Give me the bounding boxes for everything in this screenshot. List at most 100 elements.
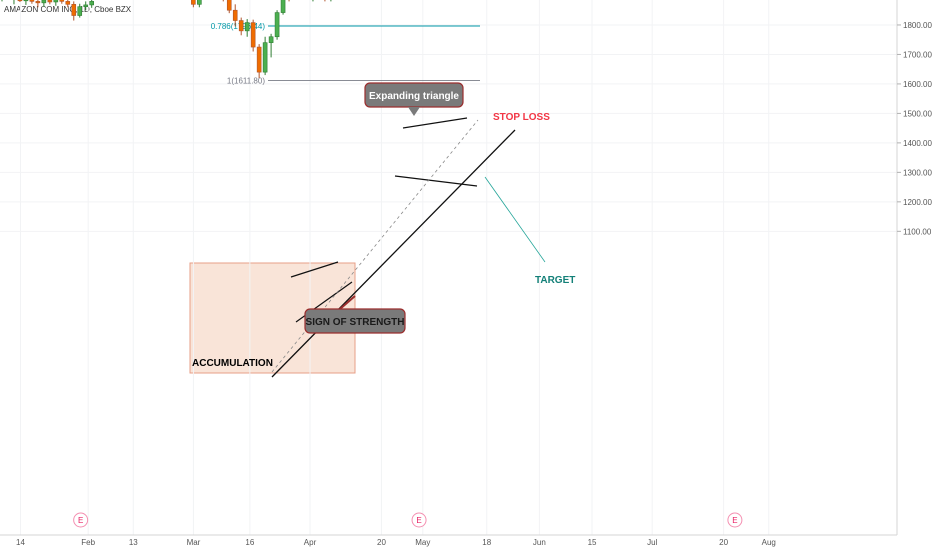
candle-body <box>244 22 250 32</box>
candles <box>1 0 332 79</box>
stop-loss-label: STOP LOSS <box>493 112 550 123</box>
candle <box>23 0 29 5</box>
candle-body <box>59 0 65 2</box>
candle <box>222 0 224 2</box>
target-projection-line <box>484 176 546 263</box>
candle <box>77 3 83 18</box>
candle-body <box>53 0 59 3</box>
time-axis[interactable]: 14 Feb 13 Mar 16 Apr 20 May 18 Jun 15 Jul 20 Aug <box>16 538 776 547</box>
candle-body <box>197 0 202 5</box>
candle-body <box>77 6 83 16</box>
candle-body <box>41 0 47 4</box>
y-tick-label: 1200.00 <box>903 198 932 207</box>
candle <box>324 0 326 2</box>
candle <box>47 0 53 5</box>
candle <box>35 0 41 8</box>
y-tick-label: 1600.00 <box>903 80 932 89</box>
expanding-triangle-label: Expanding triangle <box>369 91 459 102</box>
triangle-top-line <box>402 117 468 129</box>
candle-body <box>274 12 280 38</box>
x-tick-label: Jul <box>647 538 657 547</box>
candle-body <box>65 1 71 5</box>
candle-body <box>226 0 232 11</box>
candle <box>59 0 65 4</box>
y-tick-label: 1100.00 <box>903 227 932 236</box>
y-tick-label: 1700.00 <box>903 50 932 59</box>
candle-body <box>262 42 268 73</box>
earnings-marker-label: E <box>416 516 421 525</box>
sign-of-strength-pointer <box>339 295 356 310</box>
x-tick-label: Feb <box>81 538 95 547</box>
x-tick-label: Mar <box>187 538 201 547</box>
candle <box>274 10 280 40</box>
candle-body <box>23 0 29 2</box>
candle-body <box>280 0 286 13</box>
candle-body <box>89 1 94 6</box>
fib-level-label: 0.786(1796.44) <box>211 22 266 31</box>
candle <box>1 0 3 2</box>
candle-body <box>83 4 89 7</box>
earnings-marker <box>73 512 89 528</box>
x-tick-label: 13 <box>129 538 138 547</box>
candle-body <box>191 0 196 5</box>
candle <box>238 17 244 36</box>
earnings-marker-label: E <box>78 516 83 525</box>
candle-body <box>256 46 262 73</box>
x-tick-label: 20 <box>377 538 386 547</box>
candle <box>312 0 314 2</box>
sign-of-strength-label: SIGN OF STRENGTH <box>306 317 405 328</box>
price-axis[interactable]: 1100.00 1200.00 1300.00 1400.00 1500.00 1600.… <box>897 0 932 236</box>
candle <box>41 0 47 7</box>
candle <box>13 0 15 5</box>
candle-body <box>268 36 274 43</box>
candle-body <box>71 4 77 16</box>
sos-channel-top <box>290 261 339 278</box>
candle <box>244 19 250 37</box>
expanding-triangle-pointer <box>408 107 420 116</box>
annotations: Expanding triangle SIGN OF STRENGTH ACCU… <box>192 82 575 369</box>
x-tick-label: 16 <box>245 538 254 547</box>
candle <box>83 1 89 11</box>
candle-body <box>35 1 41 4</box>
sign-of-strength-callout <box>304 308 406 334</box>
candle-body <box>238 20 244 32</box>
y-tick-label: 1500.00 <box>903 109 932 118</box>
earnings-marker-label: E <box>732 516 737 525</box>
earnings-marker <box>727 512 743 528</box>
y-tick-label: 1400.00 <box>903 139 932 148</box>
candle <box>17 0 23 2</box>
x-tick-label: Apr <box>304 538 317 547</box>
accumulation-label: ACCUMULATION <box>192 358 273 369</box>
chart-title: AMAZON COM INC, 1D, Cboe BZX <box>4 5 132 14</box>
candle <box>232 4 238 27</box>
x-tick-label: Aug <box>762 538 776 547</box>
candle <box>226 0 232 14</box>
fib-retracement: 0(2474.61)0.236(2270.99)0.382(2145.02)0.… <box>211 22 480 85</box>
candle <box>256 44 262 79</box>
y-tick-label: 1300.00 <box>903 168 932 177</box>
fib-trend-dashed <box>271 119 479 373</box>
candle <box>268 33 274 58</box>
candle <box>65 0 71 8</box>
support-trendline <box>271 129 516 378</box>
x-tick-label: 18 <box>482 538 491 547</box>
candle <box>280 0 286 15</box>
candle <box>330 0 332 2</box>
candle-body <box>232 9 238 21</box>
candle <box>89 0 94 8</box>
triangle-bottom-line <box>394 175 478 187</box>
candle-body <box>250 22 256 48</box>
x-tick-label: 14 <box>16 538 25 547</box>
fib-level-label: 1(1611.80) <box>227 76 265 85</box>
y-tick-label: 1800.00 <box>903 21 932 30</box>
candle <box>29 0 35 4</box>
candle <box>250 19 256 52</box>
x-tick-label: Jun <box>533 538 546 547</box>
candle <box>288 0 290 2</box>
x-tick-label: 20 <box>719 538 728 547</box>
candle <box>197 0 202 8</box>
candle <box>262 36 268 76</box>
x-tick-label: 15 <box>588 538 597 547</box>
